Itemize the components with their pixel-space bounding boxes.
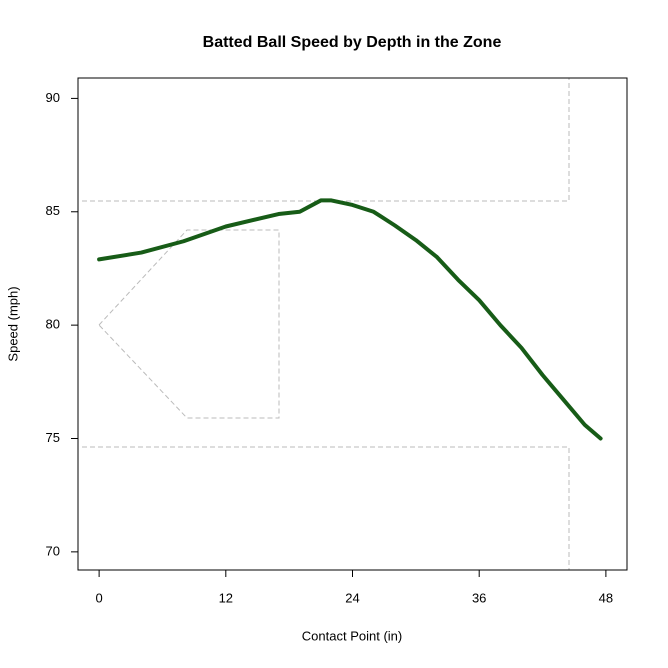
x-tick-label: 36 <box>472 590 486 605</box>
y-tick-label: 80 <box>46 317 60 332</box>
y-tick-label: 90 <box>46 90 60 105</box>
y-axis-label: Speed (mph) <box>5 286 20 361</box>
y-tick-label: 85 <box>46 203 60 218</box>
x-axis-label: Contact Point (in) <box>302 628 402 643</box>
zone-outline <box>82 446 570 570</box>
x-tick-label: 48 <box>599 590 613 605</box>
plot-frame <box>77 77 628 571</box>
y-tick-label: 70 <box>46 543 60 558</box>
home-plate <box>98 229 280 419</box>
x-tick-label: 24 <box>345 590 359 605</box>
zone-outline <box>82 78 570 202</box>
chart-title: Batted Ball Speed by Depth in the Zone <box>203 34 502 51</box>
data-line <box>97 198 603 441</box>
y-tick-label: 75 <box>46 430 60 445</box>
x-tick-label: 12 <box>219 590 233 605</box>
x-tick-label: 0 <box>95 590 102 605</box>
